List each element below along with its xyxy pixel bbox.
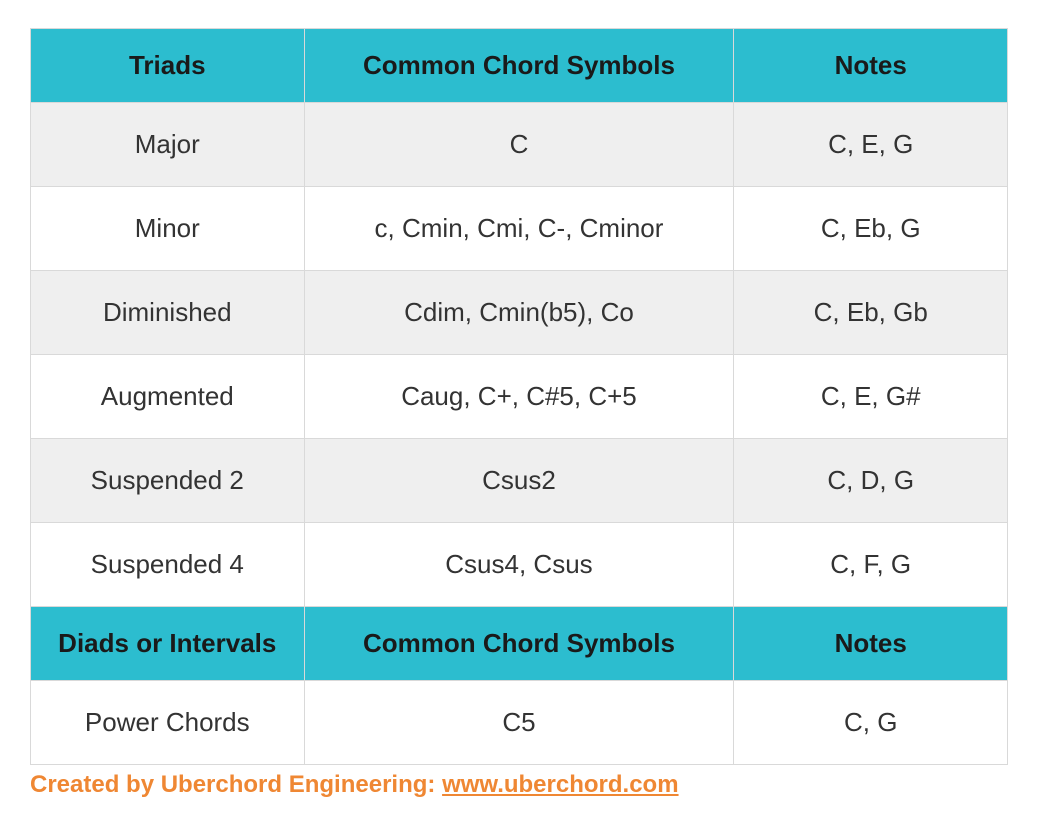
table-cell: Augmented bbox=[31, 355, 305, 439]
table-cell: Diminished bbox=[31, 271, 305, 355]
table-cell: C, E, G# bbox=[734, 355, 1008, 439]
column-header: Common Chord Symbols bbox=[304, 607, 734, 681]
credit-link[interactable]: www.uberchord.com bbox=[442, 771, 678, 798]
column-header: Common Chord Symbols bbox=[304, 29, 734, 103]
column-header: Diads or Intervals bbox=[31, 607, 305, 681]
table-header-row: Diads or IntervalsCommon Chord SymbolsNo… bbox=[31, 607, 1008, 681]
table-cell: Cdim, Cmin(b5), Co bbox=[304, 271, 734, 355]
table-cell: Csus2 bbox=[304, 439, 734, 523]
chord-table-body: TriadsCommon Chord SymbolsNotesMajorCC, … bbox=[31, 29, 1008, 765]
column-header: Notes bbox=[734, 29, 1008, 103]
table-cell: C, G bbox=[734, 681, 1008, 765]
table-cell: C, Eb, Gb bbox=[734, 271, 1008, 355]
table-row: AugmentedCaug, C+, C#5, C+5C, E, G# bbox=[31, 355, 1008, 439]
table-row: Suspended 4Csus4, CsusC, F, G bbox=[31, 523, 1008, 607]
credit-prefix: Created by Uberchord Engineering: bbox=[30, 771, 442, 798]
table-row: DiminishedCdim, Cmin(b5), CoC, Eb, Gb bbox=[31, 271, 1008, 355]
table-cell: C, Eb, G bbox=[734, 187, 1008, 271]
table-cell: Csus4, Csus bbox=[304, 523, 734, 607]
column-header: Notes bbox=[734, 607, 1008, 681]
table-row: Power ChordsC5C, G bbox=[31, 681, 1008, 765]
table-cell: Suspended 2 bbox=[31, 439, 305, 523]
table-cell: Major bbox=[31, 103, 305, 187]
table-row: MajorCC, E, G bbox=[31, 103, 1008, 187]
table-cell: C5 bbox=[304, 681, 734, 765]
table-cell: C bbox=[304, 103, 734, 187]
table-cell: C, F, G bbox=[734, 523, 1008, 607]
column-header: Triads bbox=[31, 29, 305, 103]
table-header-row: TriadsCommon Chord SymbolsNotes bbox=[31, 29, 1008, 103]
table-row: Suspended 2Csus2C, D, G bbox=[31, 439, 1008, 523]
table-row: Minorc, Cmin, Cmi, C-, CminorC, Eb, G bbox=[31, 187, 1008, 271]
credit-line: Created by Uberchord Engineering: www.ub… bbox=[30, 771, 1008, 799]
table-cell: Suspended 4 bbox=[31, 523, 305, 607]
table-cell: C, E, G bbox=[734, 103, 1008, 187]
table-cell: Caug, C+, C#5, C+5 bbox=[304, 355, 734, 439]
table-cell: Power Chords bbox=[31, 681, 305, 765]
table-cell: Minor bbox=[31, 187, 305, 271]
chord-table: TriadsCommon Chord SymbolsNotesMajorCC, … bbox=[30, 28, 1008, 765]
table-cell: c, Cmin, Cmi, C-, Cminor bbox=[304, 187, 734, 271]
table-cell: C, D, G bbox=[734, 439, 1008, 523]
